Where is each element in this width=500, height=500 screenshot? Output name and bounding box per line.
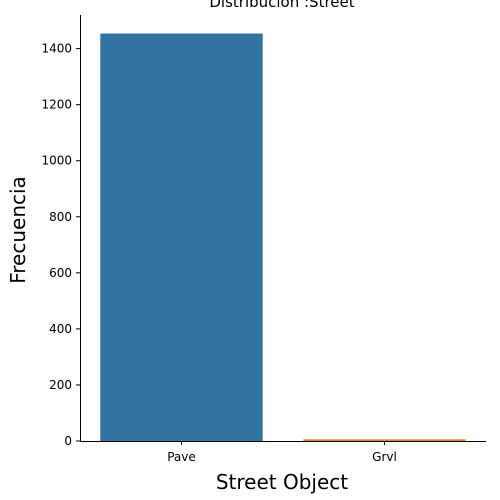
y-tick-label: 1200 — [41, 98, 72, 112]
y-tick-label: 800 — [49, 210, 72, 224]
y-axis-title: Frecuencia — [6, 176, 30, 284]
x-tick-label: Pave — [167, 450, 196, 464]
bar-pave — [100, 33, 263, 441]
y-tick-label: 1000 — [41, 154, 72, 168]
bar-grvl — [303, 439, 466, 441]
y-tick-label: 1400 — [41, 42, 72, 56]
y-tick-label: 200 — [49, 378, 72, 392]
bars-group — [100, 33, 466, 441]
x-axis-title: Street Object — [216, 470, 348, 494]
y-tick-label: 600 — [49, 266, 72, 280]
x-axis-ticks: Pave Grvl — [167, 441, 397, 464]
y-axis-ticks: 0 200 400 600 800 1000 1200 1400 — [41, 42, 80, 448]
x-tick-label: Grvl — [372, 450, 397, 464]
chart-title: Distribución :Street — [209, 0, 354, 11]
y-tick-label: 0 — [64, 434, 72, 448]
y-tick-label: 400 — [49, 322, 72, 336]
